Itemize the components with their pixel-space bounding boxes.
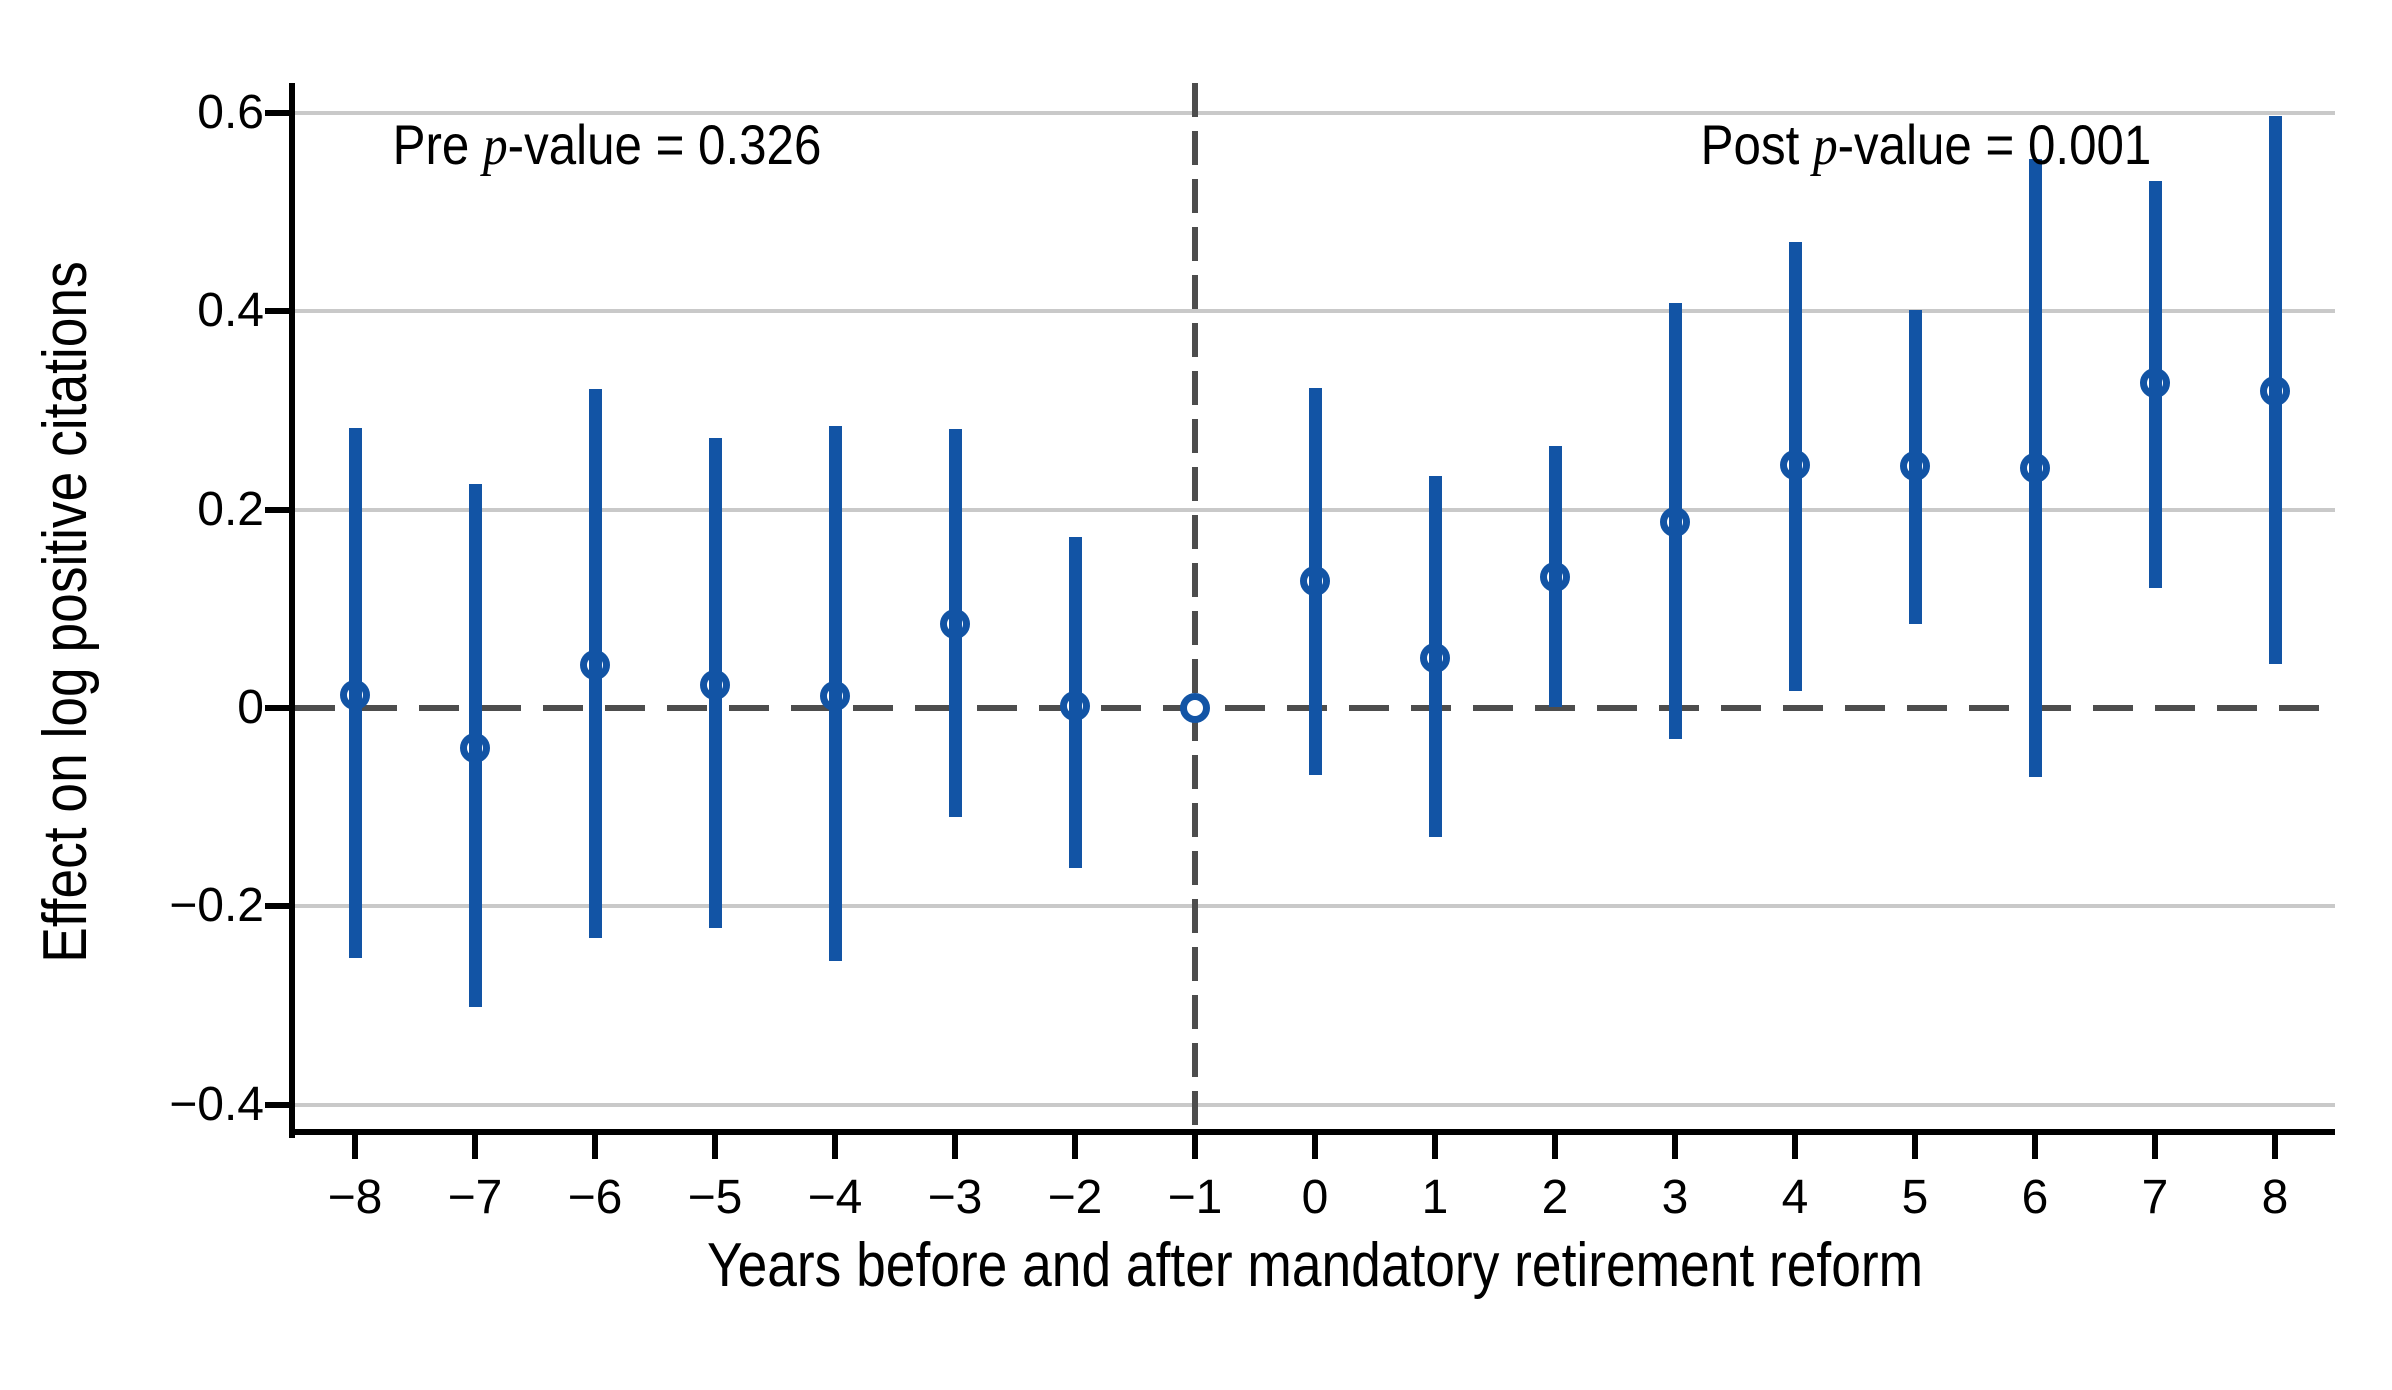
y-gridline xyxy=(295,1103,2335,1107)
x-axis-tick xyxy=(1552,1135,1558,1159)
x-tick-label: −7 xyxy=(447,1171,503,1224)
y-tick-label: 0 xyxy=(237,681,264,734)
x-axis-tick xyxy=(2272,1135,2278,1159)
confidence-interval-bar xyxy=(709,438,722,928)
y-axis-tick xyxy=(265,1102,289,1108)
confidence-interval-bar xyxy=(1669,303,1682,739)
x-axis-tick xyxy=(2032,1135,2038,1159)
x-axis-tick xyxy=(352,1135,358,1159)
x-axis-title: Years before and after mandatory retirem… xyxy=(706,1231,1924,1300)
y-gridline xyxy=(295,309,2335,313)
x-tick-label: 2 xyxy=(1541,1171,1569,1224)
confidence-interval-bar xyxy=(469,484,482,1007)
y-gridline xyxy=(295,904,2335,908)
post-annotation-text: Post xyxy=(1700,113,1813,176)
x-axis-tick xyxy=(1792,1135,1798,1159)
post-annotation-value: -value = 0.001 xyxy=(1837,113,2152,176)
y-tick-label: −0.4 xyxy=(169,1078,264,1131)
x-tick-label: −5 xyxy=(687,1171,743,1224)
x-axis-tick xyxy=(472,1135,478,1159)
y-axis-tick xyxy=(265,308,289,314)
post-p-value-annotation: Post p-value = 0.001 xyxy=(1701,115,2152,177)
y-axis-tick xyxy=(265,705,289,711)
x-tick-label: −6 xyxy=(567,1171,623,1224)
x-axis-tick xyxy=(1432,1135,1438,1159)
x-axis-tick xyxy=(1312,1135,1318,1159)
x-tick-label: 8 xyxy=(2261,1171,2289,1224)
confidence-interval-bar xyxy=(2029,159,2042,777)
confidence-interval-bar xyxy=(1309,388,1322,775)
x-axis-tick xyxy=(2152,1135,2158,1159)
y-tick-label: 0.6 xyxy=(197,86,264,139)
x-axis-tick xyxy=(832,1135,838,1159)
x-axis-tick xyxy=(1072,1135,1078,1159)
y-gridline xyxy=(295,111,2335,115)
x-axis-tick xyxy=(1192,1135,1198,1159)
event-time-dashed-line xyxy=(1192,83,1198,1132)
confidence-interval-bar xyxy=(2269,116,2282,664)
confidence-interval-bar xyxy=(589,389,602,938)
pre-annotation-p-symbol: p xyxy=(483,115,508,177)
x-axis-tick xyxy=(592,1135,598,1159)
confidence-interval-bar xyxy=(1909,310,1922,624)
pre-p-value-annotation: Pre p-value = 0.326 xyxy=(393,115,822,177)
y-axis-tick xyxy=(265,903,289,909)
x-tick-label: 3 xyxy=(1661,1171,1689,1224)
x-axis-line xyxy=(289,1129,2335,1135)
x-axis-tick xyxy=(712,1135,718,1159)
x-tick-label: −8 xyxy=(327,1171,383,1224)
x-axis-tick xyxy=(1672,1135,1678,1159)
y-tick-label: 0.4 xyxy=(197,284,264,337)
x-tick-label: 7 xyxy=(2141,1171,2169,1224)
x-axis-tick xyxy=(1912,1135,1918,1159)
y-axis-line xyxy=(289,83,295,1138)
confidence-interval-bar xyxy=(1069,537,1082,868)
y-axis-tick xyxy=(265,110,289,116)
confidence-interval-bar xyxy=(949,429,962,817)
estimate-marker xyxy=(1180,693,1210,723)
x-tick-label: 4 xyxy=(1781,1171,1809,1224)
x-tick-label: −4 xyxy=(807,1171,863,1224)
y-tick-label: −0.2 xyxy=(169,879,264,932)
x-tick-label: −2 xyxy=(1047,1171,1103,1224)
y-axis-tick xyxy=(265,507,289,513)
y-axis-title: Effect on log positive citations xyxy=(31,261,100,963)
x-tick-label: −1 xyxy=(1167,1171,1223,1224)
x-axis-tick xyxy=(952,1135,958,1159)
y-tick-label: 0.2 xyxy=(197,483,264,536)
confidence-interval-bar xyxy=(1429,476,1442,837)
post-annotation-p-symbol: p xyxy=(1812,115,1838,177)
x-tick-label: 1 xyxy=(1421,1171,1449,1224)
confidence-interval-bar xyxy=(2149,181,2162,588)
pre-annotation-text: Pre xyxy=(392,113,484,176)
x-tick-label: 0 xyxy=(1301,1171,1329,1224)
x-tick-label: 6 xyxy=(2021,1171,2049,1224)
x-tick-label: 5 xyxy=(1901,1171,1929,1224)
confidence-interval-bar xyxy=(829,426,842,961)
x-tick-label: −3 xyxy=(927,1171,983,1224)
confidence-interval-bar xyxy=(1549,446,1562,707)
pre-annotation-value: -value = 0.326 xyxy=(507,113,822,176)
confidence-interval-bar xyxy=(1789,242,1802,691)
confidence-interval-bar xyxy=(349,428,362,958)
